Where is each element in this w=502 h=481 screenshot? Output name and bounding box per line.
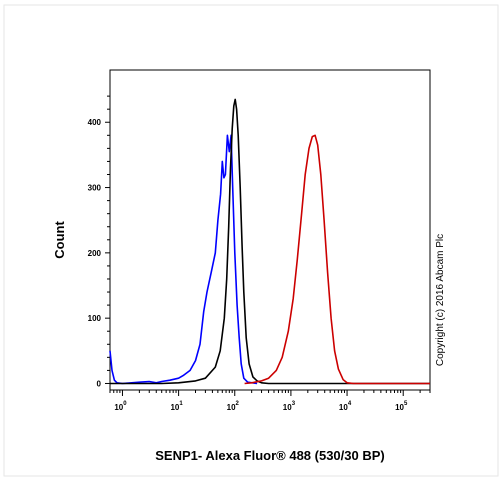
x-tick-label: 100 <box>114 401 127 412</box>
copyright-annotation: Copyright (c) 2016 Abcam Plc <box>435 234 446 366</box>
x-axis-title: SENP1- Alexa Fluor® 488 (530/30 BP) <box>155 448 384 463</box>
x-tick-label: 104 <box>339 401 352 412</box>
y-tick-label: 100 <box>88 314 102 323</box>
y-axis: 0 100 200 300 400 <box>88 95 110 388</box>
histogram-series-3 <box>244 134 430 385</box>
y-axis-title: Count <box>52 221 67 259</box>
y-tick-label: 200 <box>88 249 102 258</box>
y-tick-label: 300 <box>88 184 102 193</box>
outer-border <box>3 4 499 477</box>
series-layer <box>109 98 430 385</box>
y-tick-label: 0 <box>97 379 102 388</box>
histogram-series-1 <box>109 134 258 385</box>
x-tick-label: 102 <box>227 401 240 412</box>
histogram-series-2 <box>110 98 430 385</box>
x-tick-label: 101 <box>170 401 183 412</box>
x-tick-label: 103 <box>283 401 296 412</box>
x-axis: 100 101 102 103 104 105 <box>109 390 431 412</box>
plot-area <box>109 69 431 391</box>
y-tick-label: 400 <box>88 118 102 127</box>
x-tick-label: 105 <box>395 401 408 412</box>
